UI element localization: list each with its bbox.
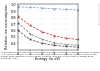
Ar bbox=[41, 31, 43, 32]
Ar bbox=[65, 38, 67, 39]
Xe bbox=[65, 46, 67, 47]
Line: Kr: Kr bbox=[17, 22, 79, 46]
Ar bbox=[17, 16, 19, 17]
Xe bbox=[77, 47, 79, 48]
Kr bbox=[29, 33, 31, 34]
Line: Ar: Ar bbox=[17, 16, 79, 40]
He/Ne bbox=[29, 7, 31, 8]
He/Ne bbox=[53, 8, 55, 9]
Line: Xe: Xe bbox=[17, 30, 79, 48]
Legend: He/Ne, Ar, Kr, Xe: He/Ne, Ar, Kr, Xe bbox=[99, 4, 100, 25]
He/Ne bbox=[65, 9, 67, 10]
Ar bbox=[29, 25, 31, 26]
Xe bbox=[17, 30, 19, 31]
Text: These decays are specific for each type of gauge since the ionization efficiency: These decays are specific for each type … bbox=[1, 52, 100, 59]
Y-axis label: Relative ion consumption: Relative ion consumption bbox=[5, 4, 9, 49]
Xe bbox=[41, 43, 43, 44]
Kr bbox=[41, 39, 43, 40]
Xe bbox=[29, 39, 31, 40]
Kr bbox=[17, 22, 19, 23]
X-axis label: Energy (in eV): Energy (in eV) bbox=[35, 57, 61, 61]
Xe bbox=[53, 45, 55, 46]
He/Ne bbox=[17, 6, 19, 7]
Kr bbox=[77, 45, 79, 46]
Kr bbox=[53, 42, 55, 43]
Ar bbox=[77, 39, 79, 40]
Kr bbox=[65, 44, 67, 45]
Line: He/Ne: He/Ne bbox=[17, 6, 79, 11]
Ar bbox=[53, 35, 55, 36]
